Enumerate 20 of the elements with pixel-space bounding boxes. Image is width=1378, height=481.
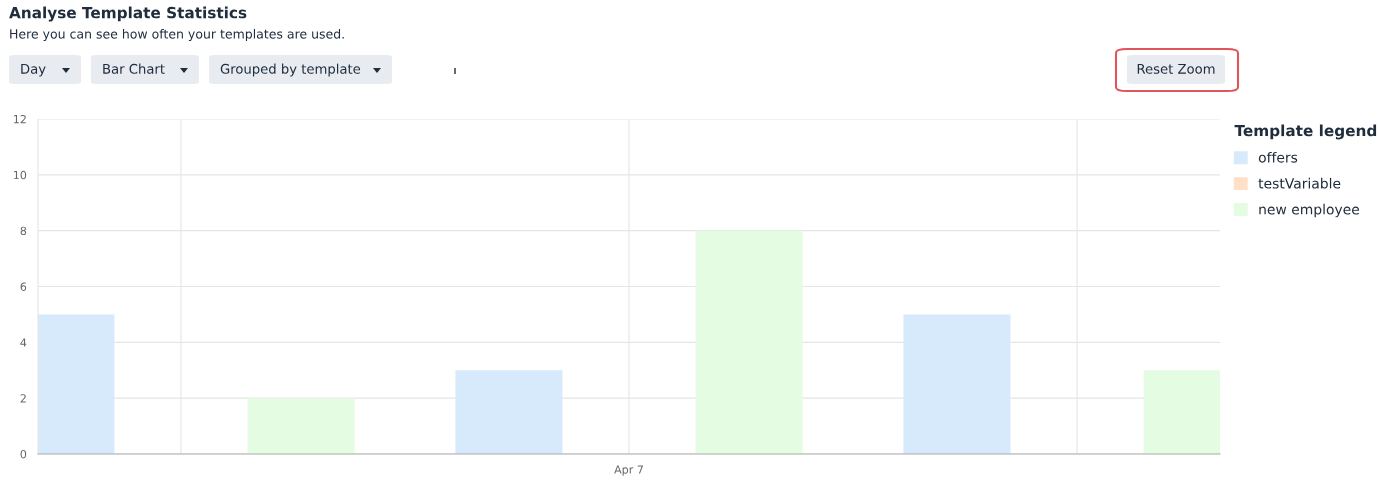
y-tick-label: 10 xyxy=(13,170,27,180)
x-tick-label: Apr 7 xyxy=(614,465,643,476)
y-tick-label: 8 xyxy=(20,226,27,236)
y-tick-label: 6 xyxy=(20,282,27,291)
legend-title: Template legend xyxy=(1234,124,1377,140)
y-tick-label: 12 xyxy=(13,114,26,124)
bar xyxy=(903,314,1011,454)
bar xyxy=(247,398,355,454)
chart-title: Analyse Template Statistics xyxy=(9,6,247,22)
legend-label: testVariable xyxy=(1258,177,1341,189)
y-tick-label: 2 xyxy=(20,394,26,403)
y-tick-label: 0 xyxy=(20,449,27,459)
text: Grouped by template xyxy=(220,63,361,77)
chart-subtitle: Here you can see how often your templates are used. xyxy=(10,28,344,42)
text: Reset Zoom xyxy=(1137,64,1215,74)
text: Day xyxy=(21,64,46,77)
legend-label: offers xyxy=(1258,151,1298,163)
legend-label: new employee xyxy=(1259,203,1360,218)
text: Bar Chart xyxy=(103,63,165,74)
y-tick-label: 4 xyxy=(20,338,27,347)
